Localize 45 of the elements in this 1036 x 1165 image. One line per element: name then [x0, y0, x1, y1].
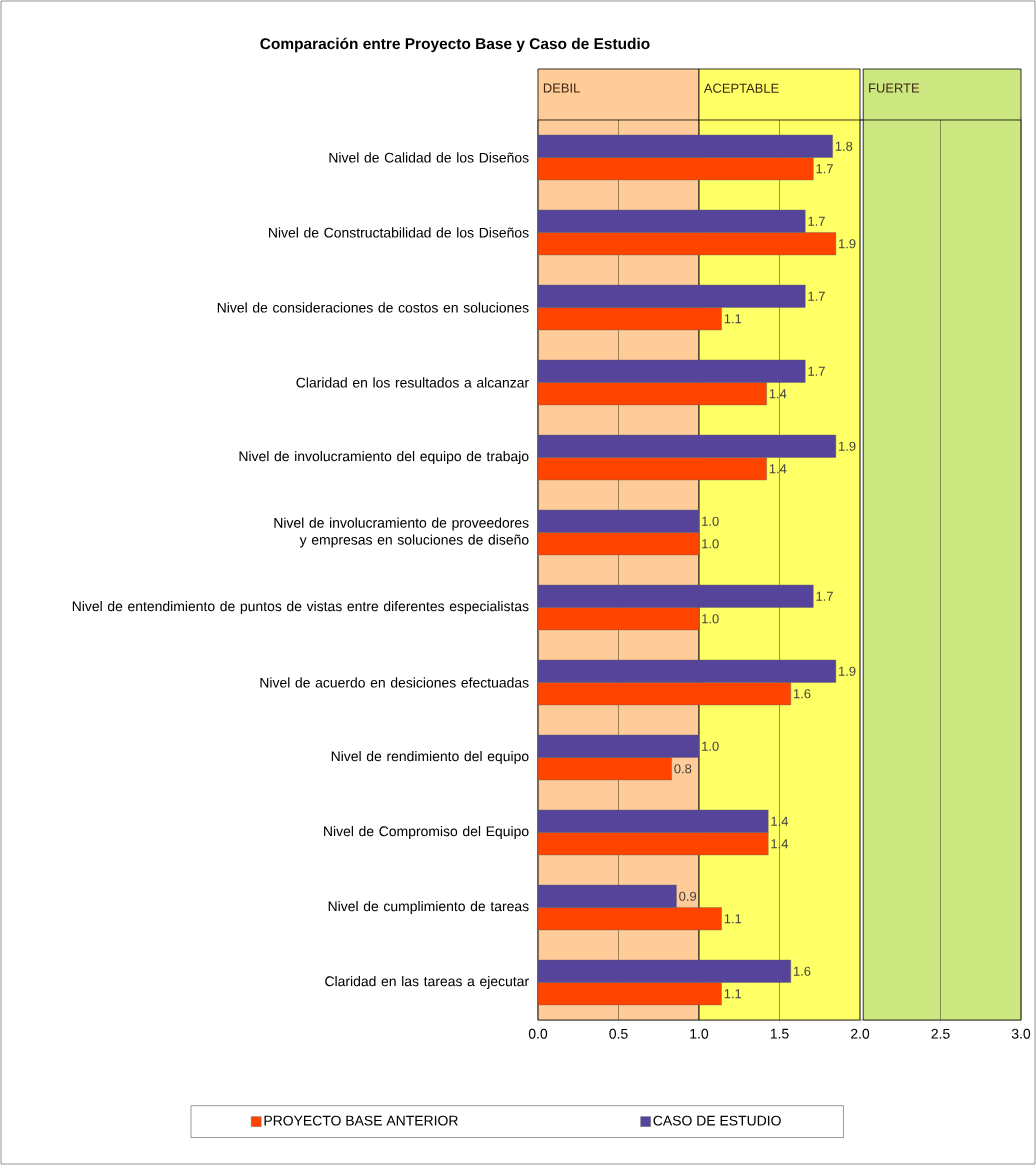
data-label: 1.0: [702, 516, 719, 526]
y-tick-label: Nivel de Constructabilidad de los Diseños: [269, 227, 529, 238]
data-label: 1.9: [839, 441, 856, 451]
y-tick-label: Claridad en los resultados a alcanzar: [296, 377, 529, 388]
data-label: 1.6: [793, 689, 811, 699]
data-label: 1.9: [839, 666, 856, 676]
y-tick-label: Nivel de entendimiento de puntos de vistas entre diferentes especialistas: [72, 600, 529, 614]
chart-title: Comparación entre Proyecto Base y Caso de Estudio: [260, 37, 650, 53]
data-label: 1.1: [724, 314, 742, 324]
data-label: 1.7: [808, 291, 825, 301]
data-label: 0.9: [679, 891, 697, 901]
x-tick-label: 2.5: [931, 1028, 950, 1039]
x-tick-label: 2.0: [851, 1028, 870, 1039]
data-label: 1.7: [816, 164, 833, 174]
data-label: 1.7: [816, 591, 833, 601]
legend-label: PROYECTO BASE ANTERIOR: [264, 1115, 458, 1126]
y-tick-label: Claridad en las tareas a ejecutar: [325, 976, 529, 989]
data-label: 1.7: [808, 216, 825, 226]
y-tick-label: Nivel de rendimiento del equipo: [331, 750, 529, 764]
y-tick-label: Nivel de consideraciones de costos en soluciones: [217, 302, 529, 313]
x-tick-label: 1.0: [690, 1028, 709, 1039]
data-label: 1.1: [724, 914, 742, 924]
data-label: 1.7: [808, 366, 825, 376]
band-label: FUERTE: [869, 83, 920, 93]
legend-label: CASO DE ESTUDIO: [653, 1115, 781, 1126]
data-label: 1.0: [702, 539, 719, 549]
data-label: 1.1: [724, 989, 742, 999]
y-tick-label: Nivel de cumplimiento de tareas: [328, 900, 529, 914]
x-tick-label: 0.5: [609, 1028, 628, 1039]
x-tick-label: 1.5: [770, 1028, 789, 1039]
data-label: 1.6: [793, 966, 811, 976]
band-label: DEBIL: [543, 83, 580, 93]
y-tick-label: Nivel de involucramiento de proveedores y empresas en soluciones de diseño: [274, 517, 529, 548]
data-label: 1.9: [839, 239, 856, 249]
y-tick-label: Nivel de involucramiento del equipo de trabajo: [239, 450, 529, 464]
data-label: 1.0: [702, 614, 719, 624]
data-label: 0.8: [674, 764, 692, 774]
data-label: 1.8: [835, 141, 853, 151]
y-tick-label: Nivel de Calidad de los Diseños: [329, 152, 529, 163]
x-tick-label: 0.0: [528, 1028, 548, 1039]
y-tick-label: Nivel de Compromiso del Equipo: [324, 825, 529, 839]
x-tick-label: 3.0: [1011, 1028, 1031, 1039]
y-tick-label: Nivel de acuerdo en desiciones efectuadas: [260, 677, 529, 688]
data-label: 1.0: [702, 741, 719, 751]
band-label: ACEPTABLE: [703, 83, 779, 93]
